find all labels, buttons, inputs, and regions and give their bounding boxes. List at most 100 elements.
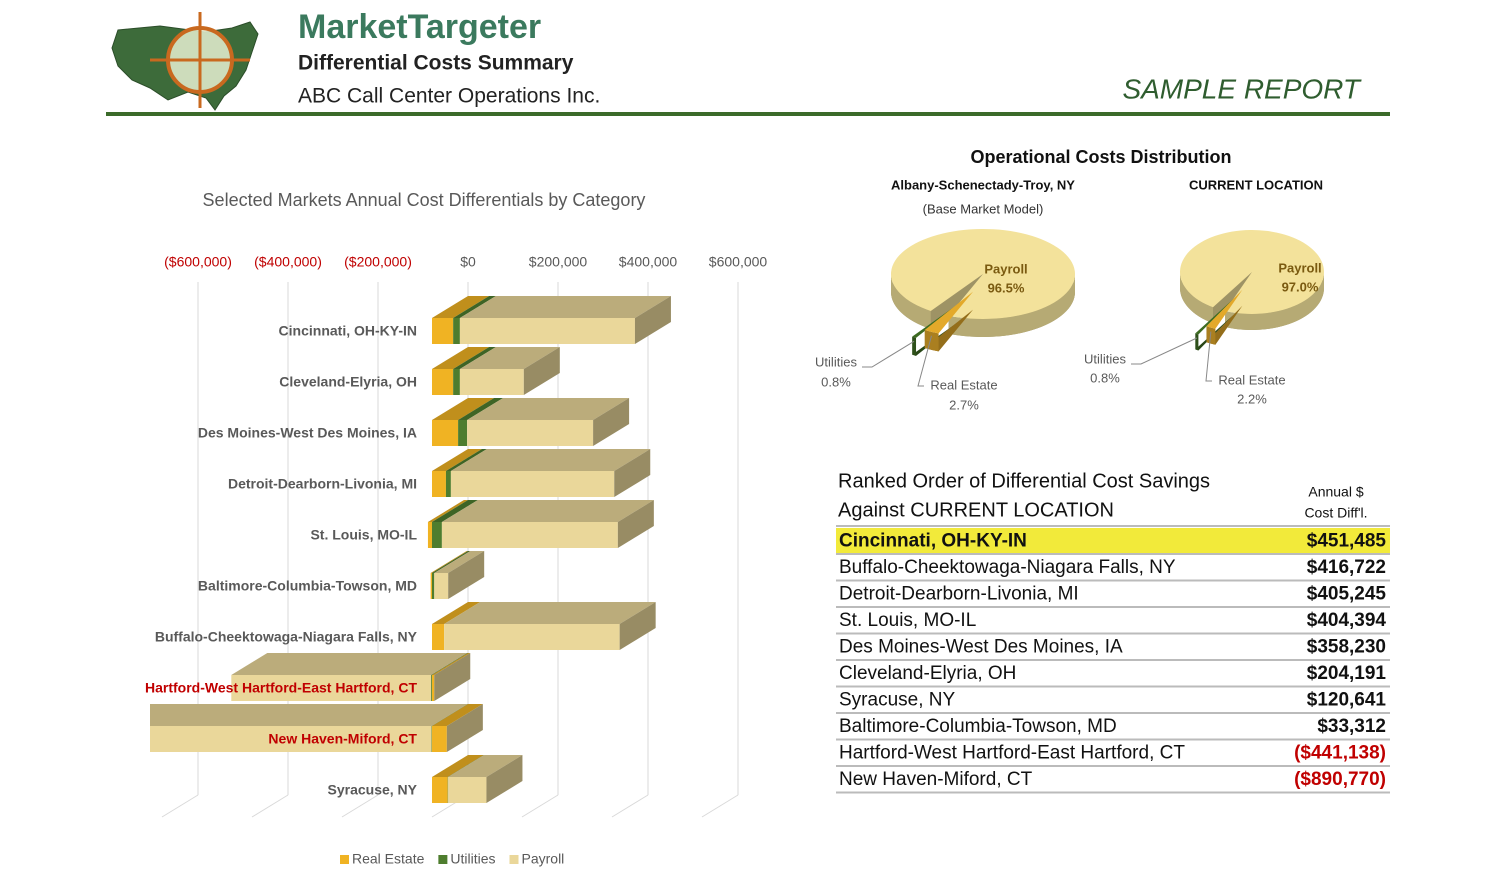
- market-name: Des Moines-West Des Moines, IA: [839, 637, 1123, 658]
- grid-floor-line: [161, 794, 199, 818]
- bar-top: [458, 398, 504, 420]
- brand: MarketTargeter: [298, 8, 541, 46]
- pie-category-label: Utilities: [1084, 351, 1126, 366]
- bar-front: [150, 726, 432, 752]
- bar-top: [432, 347, 490, 369]
- company: ABC Call Center Operations Inc.: [298, 85, 600, 108]
- category-label: Buffalo-Cheektowaga-Niagara Falls, NY: [155, 629, 418, 645]
- bar-segment: [431, 704, 468, 752]
- chart-title: Selected Markets Annual Cost Differentia…: [203, 190, 646, 210]
- bar-front: [432, 522, 442, 548]
- bar-top: [431, 653, 468, 675]
- bar-front: [434, 573, 449, 599]
- bar-front: [432, 471, 446, 497]
- bar-top: [467, 398, 630, 420]
- grid-floor-line: [521, 794, 559, 818]
- leader-line: [917, 335, 932, 387]
- pie-slice-side: [912, 336, 917, 356]
- bar-top: [459, 296, 671, 318]
- bar-front: [448, 777, 487, 803]
- bar-segment: [427, 500, 468, 548]
- pie-slice-side: [948, 274, 1075, 337]
- bar-segment: [432, 500, 478, 548]
- bar-front: [430, 573, 432, 599]
- grid-floor-line: [341, 794, 379, 818]
- bar-front: [432, 573, 435, 599]
- category-label: Syracuse, NY: [328, 782, 418, 798]
- market-name: St. Louis, MO-IL: [839, 610, 976, 631]
- bar-top: [450, 449, 651, 471]
- legend-label: Real Estate: [352, 851, 425, 867]
- bar-front: [441, 522, 618, 548]
- bar-front: [432, 369, 454, 395]
- bar-side: [523, 347, 560, 395]
- bar-top: [431, 704, 468, 726]
- ranking-table: Ranked Order of Differential Cost Saving…: [836, 470, 1390, 794]
- bar-top: [459, 347, 560, 369]
- bar-front: [450, 471, 615, 497]
- bar-top: [453, 296, 496, 318]
- bar-top: [427, 500, 468, 522]
- pie-value-label: 2.2%: [1237, 391, 1267, 406]
- category-label: Des Moines-West Des Moines, IA: [198, 425, 417, 441]
- leader-line: [862, 340, 915, 368]
- bar-side: [619, 602, 656, 650]
- category-label: Cincinnati, OH-KY-IN: [279, 323, 417, 339]
- bar-top: [434, 551, 485, 573]
- bar-segment: [450, 449, 651, 497]
- bar-top: [453, 347, 496, 369]
- bar-front: [459, 369, 524, 395]
- bar-front: [432, 420, 459, 446]
- x-tick-label: ($600,000): [164, 254, 232, 270]
- bar-segment: [432, 347, 490, 395]
- pie-slice-top: [924, 291, 974, 334]
- bar-top: [432, 551, 471, 573]
- pie-slice-side: [1180, 272, 1213, 324]
- cost-diff: $358,230: [1307, 637, 1386, 658]
- cost-diff: $33,312: [1317, 716, 1386, 737]
- pie-slice-top: [1195, 298, 1235, 335]
- table-title: Against CURRENT LOCATION: [838, 499, 1114, 521]
- bar-segment: [430, 551, 468, 599]
- pie-value-label: 0.8%: [1090, 370, 1120, 385]
- grid-floor-line: [251, 794, 289, 818]
- bar-top: [432, 755, 484, 777]
- pie-value-label: 96.5%: [988, 280, 1025, 295]
- legend-label: Payroll: [522, 851, 565, 867]
- market-name: Hartford-West Hartford-East Hartford, CT: [839, 743, 1185, 764]
- bar-segment: [448, 755, 523, 803]
- bar-segment: [432, 449, 482, 497]
- pie-category-label: Utilities: [815, 354, 857, 369]
- bar-side: [593, 398, 630, 446]
- bar-top: [231, 653, 468, 675]
- badge: SAMPLE REPORT: [1122, 73, 1361, 104]
- leader-line: [1131, 337, 1198, 365]
- pie-slice: [924, 291, 974, 352]
- pie-slice-side: [891, 274, 931, 330]
- bar-front: [231, 675, 432, 701]
- bar-front: [432, 318, 454, 344]
- leader-line: [1205, 331, 1212, 382]
- market-name: Syracuse, NY: [839, 690, 955, 711]
- cost-diff: $451,485: [1307, 531, 1387, 552]
- bar-top: [444, 602, 656, 624]
- bar-segment: [432, 653, 471, 701]
- bar-segment: [432, 551, 471, 599]
- bar-segment: [432, 755, 484, 803]
- cost-diff: ($441,138): [1294, 743, 1386, 764]
- bar-front: [432, 624, 445, 650]
- bar-top: [432, 653, 471, 675]
- bar-side: [617, 500, 654, 548]
- bars: [150, 296, 671, 803]
- market-name: Cincinnati, OH-KY-IN: [839, 531, 1027, 552]
- bar-side: [486, 755, 523, 803]
- pie-slice-side: [1225, 272, 1324, 330]
- market-name: Baltimore-Columbia-Towson, MD: [839, 716, 1117, 737]
- pie-category-label: Payroll: [1278, 260, 1321, 275]
- bar-front: [467, 420, 594, 446]
- pie-slice-top: [1206, 289, 1243, 329]
- logo: [111, 12, 259, 111]
- pie-category-label: Real Estate: [930, 377, 997, 392]
- bar-front: [445, 471, 451, 497]
